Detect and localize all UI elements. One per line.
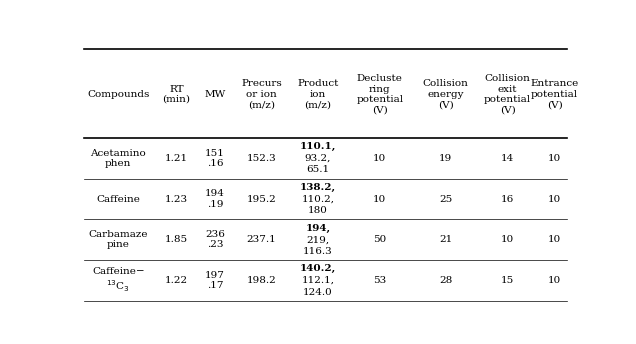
Text: 21: 21 — [439, 235, 452, 244]
Text: 10: 10 — [548, 154, 561, 163]
Text: Compounds: Compounds — [87, 90, 149, 99]
Text: 197
.17: 197 .17 — [205, 271, 225, 290]
Text: 1.22: 1.22 — [165, 276, 188, 285]
Text: 152.3: 152.3 — [247, 154, 277, 163]
Text: 10: 10 — [548, 195, 561, 204]
Text: 16: 16 — [501, 195, 515, 204]
Text: 1.85: 1.85 — [165, 235, 188, 244]
Text: 151
.16: 151 .16 — [205, 149, 225, 168]
Text: 194
.19: 194 .19 — [205, 189, 225, 209]
Text: Caffeine: Caffeine — [96, 195, 140, 204]
Text: 10: 10 — [501, 235, 515, 244]
Text: 195.2: 195.2 — [247, 195, 277, 204]
Text: 124.0: 124.0 — [303, 288, 333, 297]
Text: Collision
energy
(V): Collision energy (V) — [423, 79, 469, 109]
Text: 25: 25 — [439, 195, 452, 204]
Text: 1.23: 1.23 — [165, 195, 188, 204]
Text: 112.1,: 112.1, — [301, 276, 335, 285]
Text: 10: 10 — [548, 276, 561, 285]
Text: 50: 50 — [373, 235, 387, 244]
Text: 10: 10 — [548, 235, 561, 244]
Text: MW: MW — [205, 90, 226, 99]
Text: RT
(min): RT (min) — [162, 85, 190, 104]
Text: 110.1,: 110.1, — [300, 142, 336, 151]
Text: Acetamino
phen: Acetamino phen — [90, 149, 146, 168]
Text: 140.2,: 140.2, — [300, 264, 336, 273]
Text: 194,: 194, — [305, 224, 330, 233]
Text: 138.2,: 138.2, — [300, 183, 336, 192]
Text: 10: 10 — [373, 154, 387, 163]
Text: 28: 28 — [439, 276, 452, 285]
Text: Caffeine−
$^{13}$C$_3$: Caffeine− $^{13}$C$_3$ — [92, 267, 144, 294]
Text: 110.2,: 110.2, — [301, 195, 335, 204]
Text: 53: 53 — [373, 276, 387, 285]
Text: 1.21: 1.21 — [165, 154, 188, 163]
Text: Entrance
potential
(V): Entrance potential (V) — [530, 79, 579, 109]
Text: 15: 15 — [501, 276, 515, 285]
Text: Carbamaze
pine: Carbamaze pine — [88, 230, 148, 249]
Text: 14: 14 — [501, 154, 515, 163]
Text: 237.1: 237.1 — [247, 235, 277, 244]
Text: 180: 180 — [308, 206, 328, 215]
Text: Decluste
ring
potential
(V): Decluste ring potential (V) — [356, 74, 403, 114]
Text: 198.2: 198.2 — [247, 276, 277, 285]
Text: 116.3: 116.3 — [303, 247, 333, 256]
Text: 236
.23: 236 .23 — [205, 230, 225, 249]
Text: Product
ion
(m/z): Product ion (m/z) — [297, 79, 338, 109]
Text: 219,: 219, — [307, 235, 329, 244]
Text: Collision
exit
potential
(V): Collision exit potential (V) — [484, 74, 531, 114]
Text: 93.2,: 93.2, — [305, 154, 331, 163]
Text: 10: 10 — [373, 195, 387, 204]
Text: Precurs
or ion
(m/z): Precurs or ion (m/z) — [241, 79, 282, 109]
Text: 65.1: 65.1 — [307, 165, 329, 174]
Text: 19: 19 — [439, 154, 452, 163]
